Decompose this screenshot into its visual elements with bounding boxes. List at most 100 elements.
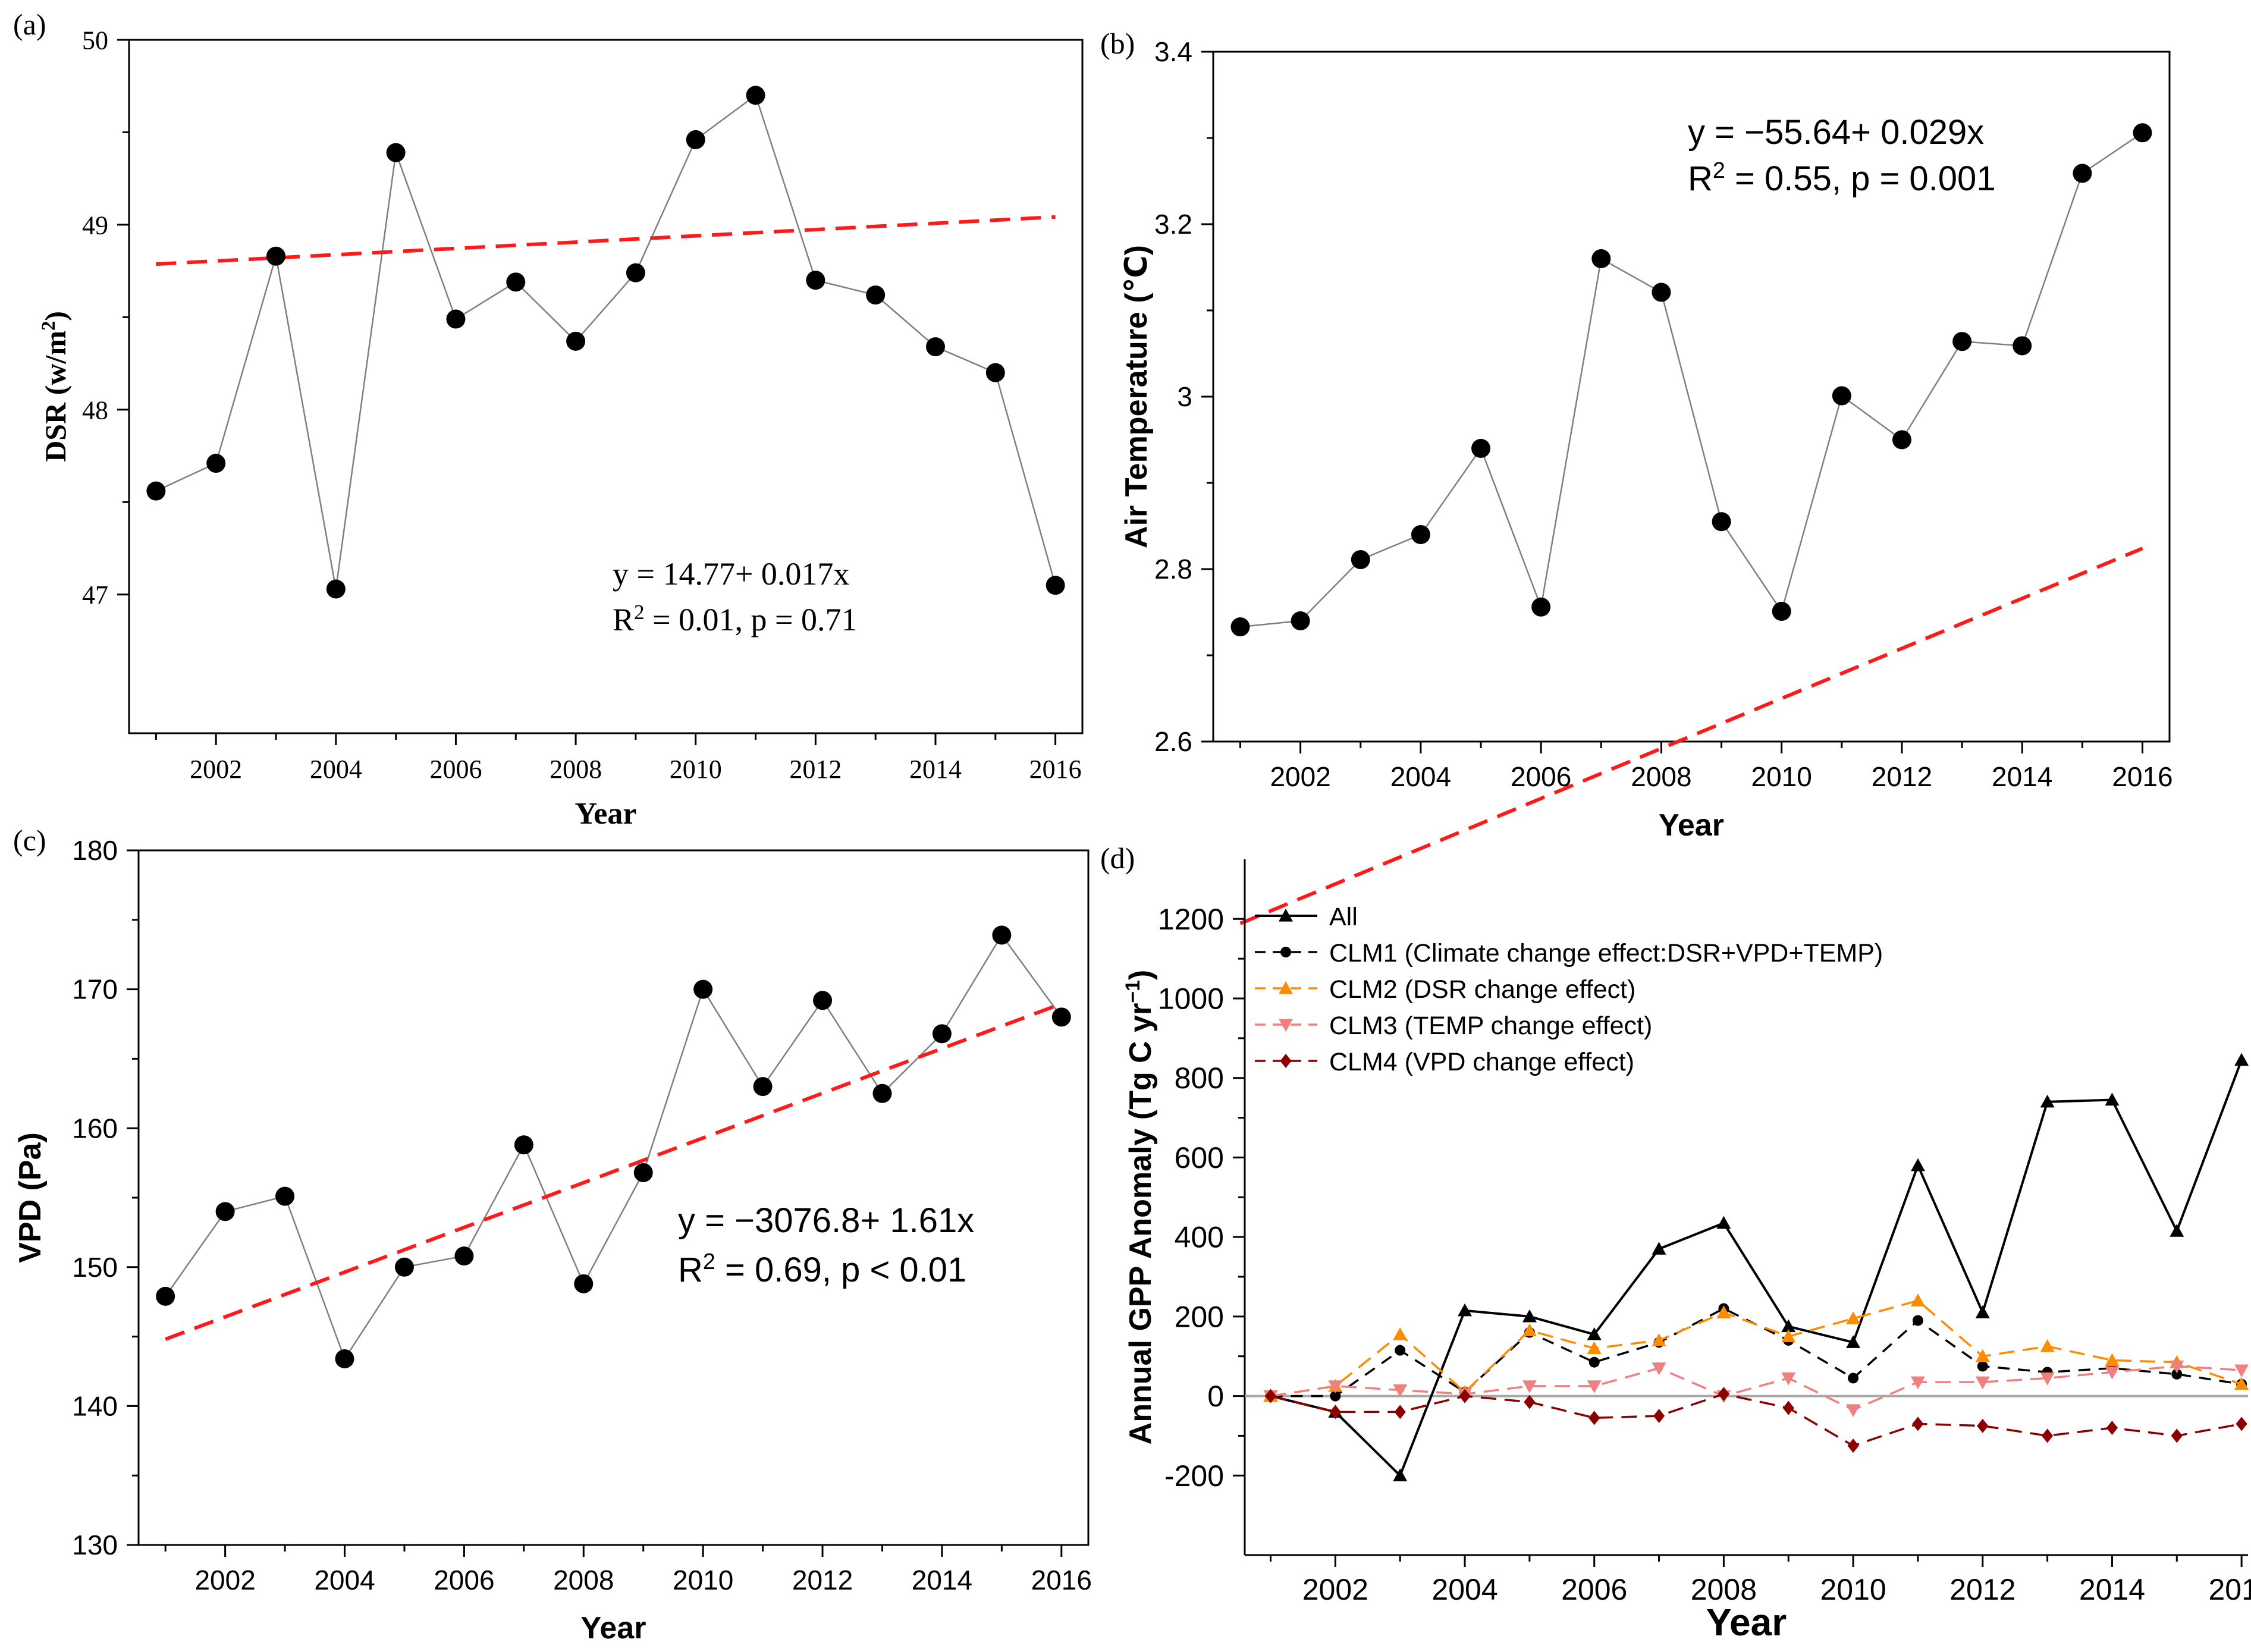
y-tick-label: -200 xyxy=(1164,1459,1224,1493)
x-tick-label: 2014 xyxy=(2079,1573,2145,1606)
data-point xyxy=(1351,550,1370,570)
data-point xyxy=(1910,1376,1925,1390)
x-tick-label: 2004 xyxy=(1390,761,1451,792)
data-point xyxy=(753,1077,773,1097)
y-axis-label: VPD (Pa) xyxy=(13,1132,48,1263)
series-line xyxy=(1270,1365,2242,1411)
x-tick-label: 2008 xyxy=(1631,761,1691,792)
data-point xyxy=(1411,525,1430,544)
data-point xyxy=(1848,1373,1859,1384)
y-tick-label: 47 xyxy=(82,580,108,610)
data-point xyxy=(2040,1339,2055,1352)
data-point xyxy=(2013,336,2032,356)
data-point xyxy=(2234,1364,2249,1378)
x-tick-label: 2008 xyxy=(1691,1573,1757,1606)
data-point xyxy=(1230,617,1250,637)
series-line xyxy=(1270,1059,2243,1478)
data-point xyxy=(1329,1405,1341,1419)
data-point xyxy=(394,1257,414,1277)
y-tick-label: 600 xyxy=(1175,1141,1224,1174)
data-point xyxy=(1781,1372,1796,1386)
data-point xyxy=(2073,164,2092,183)
x-tick-label: 2002 xyxy=(194,1565,255,1596)
x-tick-label: 2002 xyxy=(190,755,242,784)
data-point xyxy=(1910,1158,1925,1172)
data-point xyxy=(1531,597,1551,617)
data-point xyxy=(2234,1053,2249,1066)
data-point xyxy=(1393,1468,1408,1481)
data-point xyxy=(1847,1439,1859,1453)
x-tick-label: 2012 xyxy=(1872,761,1932,792)
y-tick-label: 50 xyxy=(82,26,108,55)
regression-stats: R2 = 0.69, p < 0.01 xyxy=(678,1249,966,1289)
x-tick-label: 2014 xyxy=(912,1565,972,1596)
legend-swatch-marker xyxy=(1279,981,1293,994)
data-point xyxy=(872,1083,892,1103)
y-tick-label: 170 xyxy=(72,974,118,1005)
y-tick-label: 3.2 xyxy=(1154,209,1192,240)
trend-line xyxy=(156,215,1056,266)
series-2 xyxy=(1265,1303,2247,1402)
y-tick-label: 2.6 xyxy=(1154,726,1192,757)
x-tick-label: 2012 xyxy=(792,1565,853,1596)
y-tick-label: 2.8 xyxy=(1154,554,1192,585)
regression-equation: y = −3076.8+ 1.61x xyxy=(678,1201,974,1240)
data-point xyxy=(1718,1387,1730,1402)
legend-swatch-marker xyxy=(1279,1019,1293,1032)
legend-item: CLM1 (Climate change effect:DSR+VPD+TEMP… xyxy=(1255,939,1883,968)
y-tick-label: 3.4 xyxy=(1154,36,1192,67)
data-point xyxy=(1652,1333,1666,1346)
legend-label: CLM1 (Climate change effect:DSR+VPD+TEMP… xyxy=(1329,939,1883,968)
data-point xyxy=(806,271,825,290)
regression-equation: y = −55.64+ 0.029x xyxy=(1688,113,1984,152)
legend-label: CLM3 (TEMP change effect) xyxy=(1329,1012,1652,1040)
x-tick-label: 2006 xyxy=(1511,761,1571,792)
data-point xyxy=(1781,1319,1796,1333)
data-point xyxy=(2106,1421,2118,1436)
data-point xyxy=(1977,1361,1988,1372)
data-point xyxy=(1846,1404,1861,1417)
data-point xyxy=(1591,249,1611,268)
data-point xyxy=(566,331,586,351)
y-tick-label: 400 xyxy=(1175,1221,1224,1254)
data-point xyxy=(206,454,226,473)
data-point xyxy=(1458,1303,1473,1317)
x-tick-label: 2010 xyxy=(1751,761,1812,792)
y-tick-label: 800 xyxy=(1175,1061,1224,1095)
data-point xyxy=(633,1163,653,1182)
data-point xyxy=(1782,1400,1794,1415)
data-point xyxy=(925,337,945,357)
x-tick-label: 2002 xyxy=(1270,761,1330,792)
y-tick-label: 1000 xyxy=(1158,982,1224,1016)
data-point xyxy=(1046,576,1065,595)
data-point xyxy=(2171,1368,2183,1380)
x-tick-label: 2010 xyxy=(673,1565,733,1596)
data-point xyxy=(1587,1380,1602,1393)
data-point xyxy=(1716,1305,1731,1318)
data-point xyxy=(1522,1380,1537,1393)
data-point xyxy=(813,991,833,1010)
panel-a: (a) 2002 2004 2006 2008 2010 2012 2014 2016 47 48 4… xyxy=(13,8,1084,831)
y-tick-label: 1200 xyxy=(1158,903,1224,936)
y-axis-label: Annual GPP Anomaly (Tg C yr−1) xyxy=(1122,970,1158,1444)
data-point xyxy=(514,1135,533,1155)
legend-swatch-marker xyxy=(1279,909,1293,922)
data-point xyxy=(1846,1335,1861,1348)
data-point xyxy=(1051,1007,1071,1027)
data-point xyxy=(266,246,286,266)
data-point xyxy=(746,86,765,105)
data-point xyxy=(2234,1377,2249,1390)
y-tick-label: 3 xyxy=(1177,381,1192,412)
panel-b: (b) 2002 2004 2006 2008 2010 2012 2014 2016 2.6 2.… xyxy=(1100,27,2173,925)
data-point xyxy=(932,1024,952,1044)
legend-label: CLM4 (VPD change effect) xyxy=(1329,1048,1634,1076)
panel-c: (c) 2002 2004 2006 2008 2010 2012 2014 2016 130 14… xyxy=(13,824,1092,1645)
data-point xyxy=(1952,332,1972,351)
data-point xyxy=(1328,1380,1343,1393)
x-tick-label: 2016 xyxy=(1031,1565,1092,1596)
y-tick-label: 200 xyxy=(1175,1300,1224,1333)
data-point xyxy=(1975,1349,1990,1362)
y-tick-label: 160 xyxy=(72,1113,118,1144)
data-point xyxy=(1393,1384,1408,1397)
series-line xyxy=(1270,1307,2242,1397)
